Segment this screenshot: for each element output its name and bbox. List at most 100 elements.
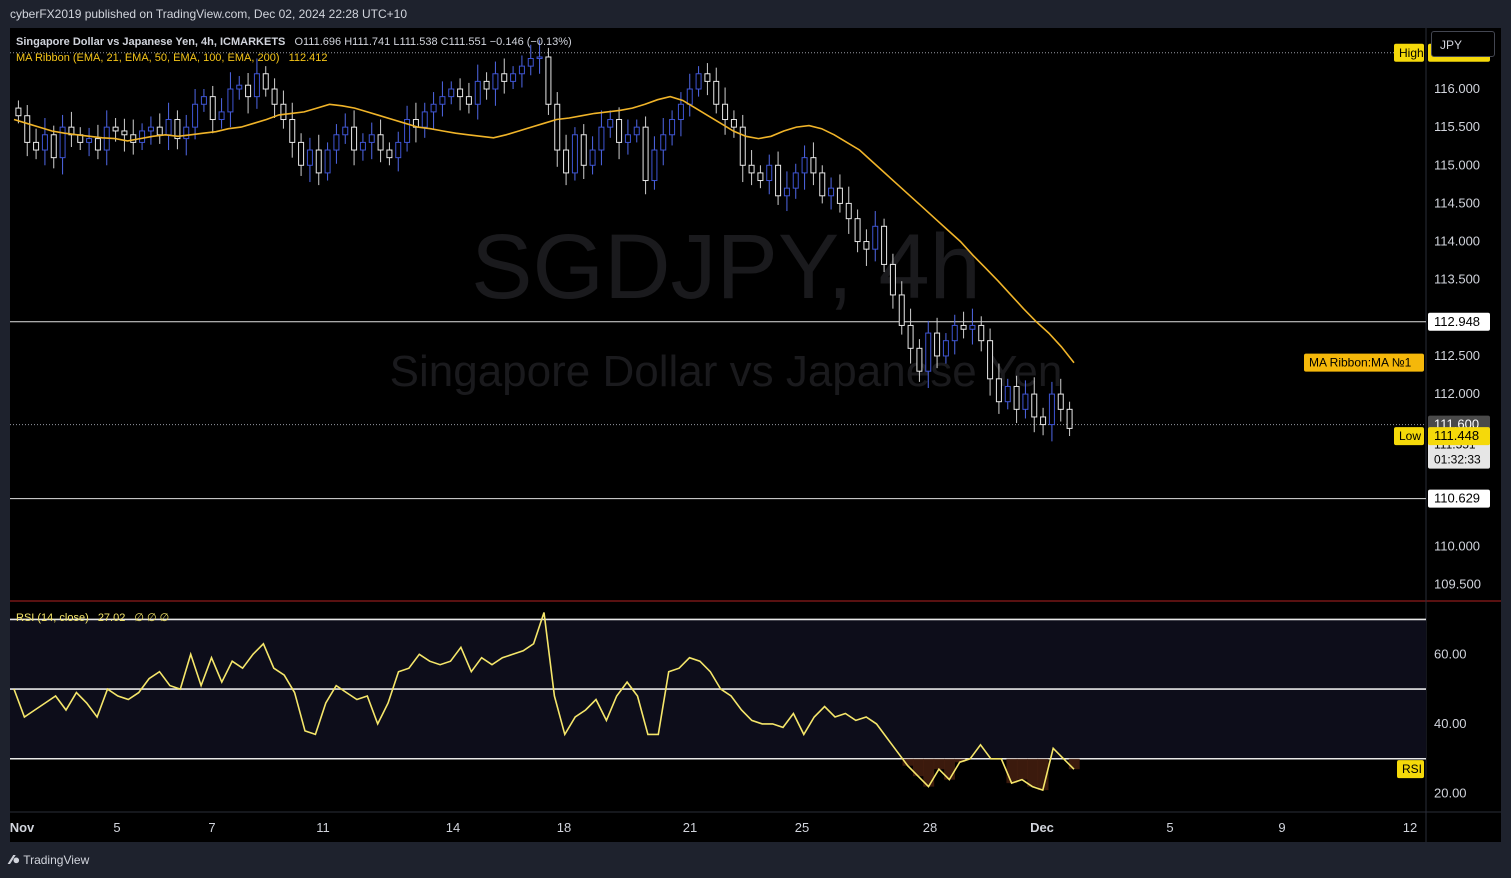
candle-body — [863, 241, 870, 250]
candle-body — [916, 347, 923, 372]
legend-rsi-extra: ∅ ∅ ∅ — [134, 612, 170, 624]
rsi-oversold-fill — [1027, 758, 1039, 787]
price-label-level-box — [1428, 312, 1490, 331]
time-tick-label: 25 — [795, 820, 809, 835]
candle-body — [978, 324, 985, 342]
candle-body — [536, 56, 543, 60]
candle-body — [677, 103, 684, 121]
rsi-tick-label: 60.00 — [1434, 646, 1467, 661]
time-tick-label: 12 — [1403, 820, 1417, 835]
candle-body — [872, 225, 879, 250]
legend-ma-value: 112.412 — [288, 52, 328, 64]
price-label-low-box — [1428, 427, 1490, 446]
candle-body — [836, 187, 843, 204]
candle-body — [801, 157, 808, 174]
price-label-support-box — [1428, 489, 1490, 508]
candle-body — [589, 149, 596, 166]
side-label-low: Low — [1399, 429, 1421, 443]
watermark-name: Singapore Dollar vs Japanese Yen — [390, 347, 1063, 396]
candle-body — [766, 164, 773, 182]
time-tick-label: 9 — [1278, 820, 1285, 835]
time-tick-label: 14 — [446, 820, 460, 835]
rsi-oversold-fill — [944, 758, 955, 780]
candle-body — [192, 103, 199, 128]
candle-body — [942, 340, 949, 357]
candle-body — [624, 134, 631, 143]
tradingview-logo: ⁄⁄● TradingView — [10, 852, 89, 867]
candle-body — [315, 149, 322, 174]
rsi-oversold-fill — [1037, 758, 1049, 791]
candle-body — [227, 88, 234, 113]
time-tick-label: Nov — [10, 820, 35, 835]
side-label-high: High — [1399, 46, 1424, 60]
price-tick-label: 112.500 — [1434, 348, 1480, 363]
candle-body — [24, 115, 31, 143]
tradingview-icon: ⁄⁄● — [10, 852, 20, 867]
rsi-oversold-fill — [923, 758, 935, 787]
candle-body — [359, 141, 366, 151]
candle-body — [898, 294, 905, 326]
price-tick-label: 115.500 — [1434, 119, 1480, 134]
chart-area[interactable]: SGDJPY, 4h Singapore Dollar vs Japanese Y… — [10, 28, 1501, 842]
rsi-tick-label: 40.00 — [1434, 716, 1467, 731]
time-tick-label: Dec — [1030, 820, 1054, 835]
candle-body — [306, 149, 313, 166]
rsi-line — [13, 612, 1075, 792]
candle-body — [907, 324, 914, 349]
price-tick-label: 114.500 — [1434, 195, 1480, 210]
candle-body — [1048, 393, 1055, 426]
legend-rsi-name: RSI (14, close) — [16, 612, 89, 624]
rsi-oversold-fill — [902, 758, 914, 766]
legend-ma-name: MA Ribbon (EMA, 21, EMA, 50, EMA, 100, E… — [16, 52, 280, 64]
candle-body — [465, 96, 472, 105]
candle-body — [430, 103, 437, 113]
candle-body — [174, 119, 181, 140]
footer-bar: ⁄⁄● TradingView — [0, 842, 1511, 878]
candle-body — [642, 126, 649, 182]
candle-body — [607, 119, 614, 128]
candle-body — [1057, 393, 1064, 410]
tradingview-brand: TradingView — [23, 852, 90, 867]
candle-body — [969, 324, 976, 330]
candle-body — [704, 73, 711, 82]
time-tick-label: 5 — [113, 820, 120, 835]
candle-body — [651, 149, 658, 182]
candle-body — [377, 134, 384, 151]
price-tick-label: 110.000 — [1434, 539, 1480, 554]
rsi-oversold-fill — [954, 758, 966, 763]
time-tick-label: 28 — [923, 820, 937, 835]
candle-body — [510, 73, 517, 82]
candle-body — [474, 80, 481, 105]
candle-body — [580, 134, 587, 166]
time-tick-label: 18 — [557, 820, 571, 835]
candle-body — [925, 332, 932, 372]
candle-body — [616, 119, 623, 143]
candle-body — [298, 141, 305, 166]
candle-body — [262, 73, 269, 90]
candle-body — [183, 126, 190, 140]
side-label-ma-box — [1304, 353, 1424, 372]
candle-body — [1031, 393, 1038, 418]
candle-body — [421, 111, 428, 128]
candle-body — [156, 126, 163, 136]
rsi-oversold-fill — [1068, 758, 1080, 770]
candle-body — [121, 130, 128, 136]
candle-body — [960, 324, 967, 330]
side-label-low-box — [1394, 427, 1424, 446]
candle-body — [245, 84, 252, 98]
candle-body — [333, 134, 340, 151]
candle-body — [94, 138, 101, 151]
time-tick-label: 11 — [316, 820, 330, 835]
candle-body — [633, 126, 640, 136]
currency-unit-button[interactable]: JPY — [1431, 31, 1495, 57]
candle-body — [218, 111, 225, 121]
time-tick-label: 21 — [683, 820, 697, 835]
price-tick-label: 114.000 — [1434, 234, 1480, 249]
ma-ribbon-line — [13, 95, 1075, 364]
candle-body — [236, 84, 243, 90]
candle-body — [147, 126, 154, 132]
publish-header: cyberFX2019 published on TradingView.com… — [0, 0, 1511, 28]
candle-body — [439, 96, 446, 105]
candle-body — [33, 141, 40, 151]
